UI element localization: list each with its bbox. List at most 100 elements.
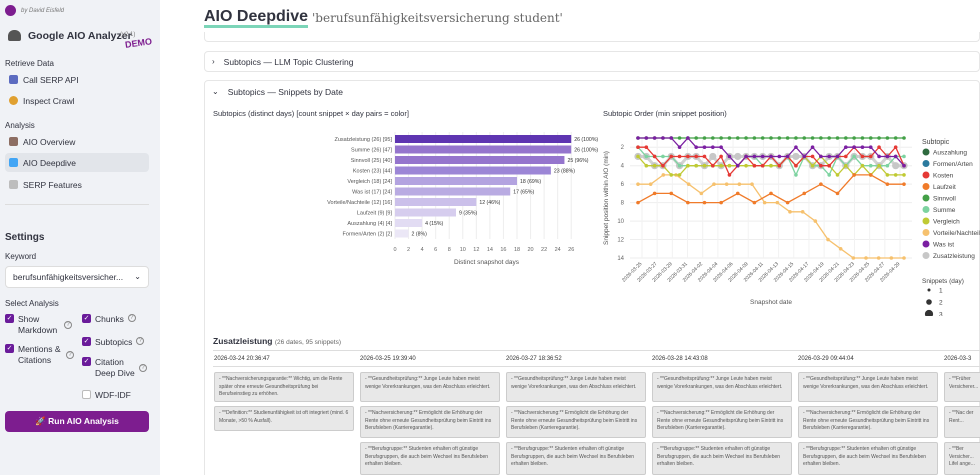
date-header: 2026-03-25 19:39:40 [360,356,416,362]
checkbox-checked-icon[interactable]: ✓ [82,337,91,346]
snippet-card: - **Nac der Rent... [944,406,980,438]
series-point [794,145,798,150]
series-line-was-ist [638,137,905,167]
series-point [744,136,748,140]
checkbox-checked-icon[interactable]: ✓ [5,314,14,323]
x-tick-label: 10 [460,247,466,253]
nav-aio-deepdive[interactable]: AIO Deepdive [5,153,149,172]
series-point [644,154,649,159]
subtopics-option[interactable]: ✓ Subtopics ? [82,337,145,347]
series-point [788,210,792,214]
wdf-idf-option[interactable]: WDF-IDF [82,390,131,400]
mentions-citations-option[interactable]: ✓ Mentions & Citations ? [5,344,80,367]
size-legend-marker [927,288,931,292]
nav-serp-features[interactable]: SERP Features [5,175,149,194]
series-point [802,136,807,140]
series-point [810,136,815,140]
help-icon[interactable]: ? [66,351,74,359]
help-icon[interactable]: ? [127,314,136,322]
chunks-option[interactable]: ✓ Chunks ? [82,314,136,324]
series-point [810,154,815,159]
elephant-icon [8,30,21,41]
series-point [868,154,873,159]
subtopics-bar-chart: Subtopics (distinct days) [count snippet… [213,109,598,266]
series-point [852,173,856,177]
series-point [885,136,890,140]
series-point [709,152,717,161]
series-point [702,145,707,150]
y-tick-label: Vergleich (18) [24] [347,179,392,185]
bar-data-label: 26 (100%) [574,137,598,143]
size-legend-label: 1 [939,288,943,295]
zusatzleistung-heading: Zusatzleistung (26 dates, 95 snippets) [213,336,342,346]
series-point [686,163,690,168]
series-point [652,154,657,159]
y-tick-label: 2 [621,145,625,151]
series-point [868,145,873,150]
series-point [719,200,723,205]
series-point [877,163,881,168]
series-point [902,154,906,159]
series-point [769,191,773,196]
show-markdown-option[interactable]: ✓ Show Markdown ? [5,314,75,337]
date-header: 2026-03-24 20:36:47 [214,356,270,362]
series-point [868,173,873,177]
date-header: 2026-03-27 18:36:52 [506,356,562,362]
checkbox-checked-icon[interactable]: ✓ [5,344,14,353]
chart-title: Subtopic Order (min snippet position) [603,109,727,118]
legend-label: Zusatzleistung [933,253,975,260]
legend-label: Auszahlung [933,150,967,157]
expander-llm-topic-clustering[interactable]: › Subtopics — LLM Topic Clustering [204,51,980,72]
series-point [735,191,740,196]
checkbox-checked-icon[interactable]: ✓ [82,314,91,323]
series-point [877,136,881,140]
series-point [636,200,640,205]
keyword-select[interactable]: berufsunfähigkeitsversicher... ⌄ [5,266,149,288]
help-icon[interactable]: ? [64,321,72,329]
series-point [752,154,757,159]
bar-data-label: 18 (69%) [520,179,541,185]
bar [395,145,572,154]
legend-title: Subtopic [922,139,950,146]
app-version: (v2.1) [120,32,136,38]
citation-deep-dive-option[interactable]: ✓ Citation Deep Dive ? [82,357,147,380]
logo-icon [5,5,16,16]
series-point [760,136,765,140]
y-tick-label: Zusatzleistung (26) [95] [335,137,393,143]
nav-aio-overview[interactable]: AIO Overview [5,132,149,151]
help-icon[interactable]: ? [136,337,145,345]
checkbox-unchecked-icon[interactable] [82,390,91,399]
series-point [686,182,691,186]
series-point [661,173,666,177]
checkbox-checked-icon[interactable]: ✓ [82,357,91,366]
series-line-kosten [638,146,905,177]
bar-data-label: 9 (35%) [459,211,477,217]
series-point [719,145,723,150]
y-tick-label: 8 [621,201,625,207]
series-point [636,145,640,150]
series-point [794,173,798,177]
series-point [794,136,798,140]
nav-call-serp-api[interactable]: Call SERP API [5,70,149,89]
chart-title: Subtopics (distinct days) [count snippet… [213,109,409,118]
series-point [835,154,840,159]
nav-inspect-crawl[interactable]: Inspect Crawl [5,91,149,110]
series-point [752,136,757,140]
bar [395,177,517,185]
snippet-card: - **Definition:** Studienunfähigkeit ist… [214,406,354,431]
size-legend-label: 2 [939,300,943,307]
main-content: AIO Deepdive 'berufsunfähigkeitsversiche… [160,0,980,475]
chevron-down-icon: ⌄ [212,87,219,96]
crawl-icon [9,96,18,105]
series-point [711,145,715,150]
series-point [864,256,868,260]
bar-data-label: 4 (15%) [425,221,443,227]
x-tick-label: 12 [473,247,479,253]
series-point [819,154,823,159]
run-analysis-button[interactable]: 🚀 Run AIO Analysis [5,411,149,432]
retrieve-section-label: Retrieve Data [5,59,54,68]
help-icon[interactable]: ? [139,364,147,372]
bar [395,229,409,238]
legend-label: Vorteile/Nachteile [933,230,980,237]
y-tick-label: 6 [621,182,625,188]
